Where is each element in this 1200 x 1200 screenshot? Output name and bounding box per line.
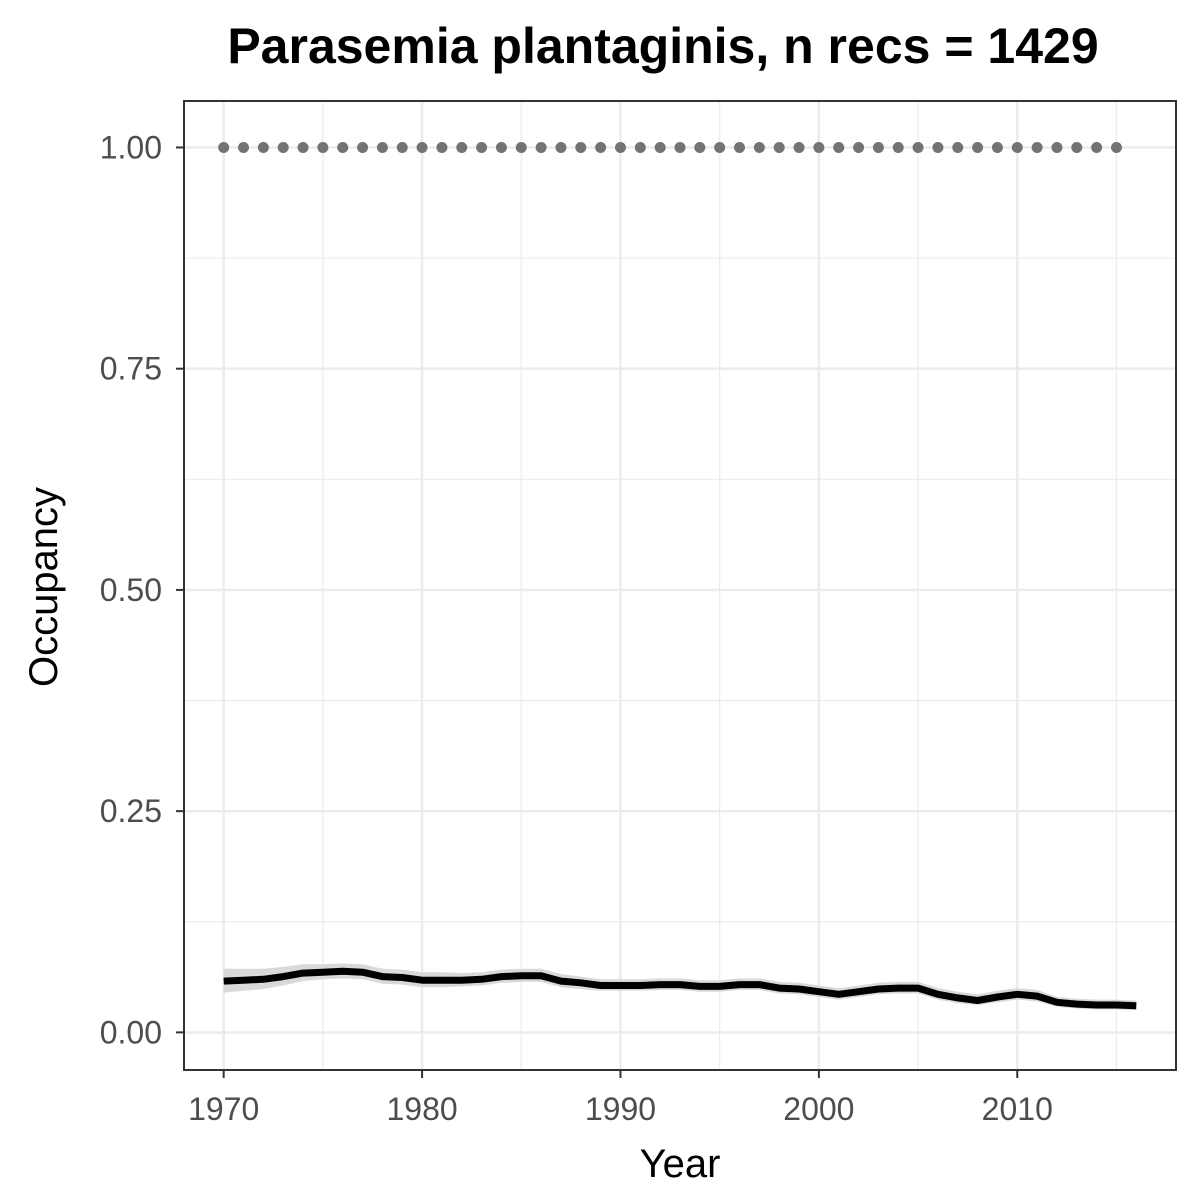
reference-point [793, 141, 805, 153]
reference-point [595, 141, 607, 153]
reference-point [634, 141, 646, 153]
reference-point [476, 141, 488, 153]
x-axis: 1970 1980 1990 2000 2010 [188, 1070, 1053, 1127]
reference-point [1031, 141, 1043, 153]
reference-point [436, 141, 448, 153]
x-tick-label: 1980 [386, 1091, 457, 1127]
reference-point [1110, 141, 1122, 153]
y-axis: 0.00 0.25 0.50 0.75 1.00 [100, 129, 184, 1050]
occupancy-line-layer [223, 967, 1137, 1010]
reference-point [813, 141, 825, 153]
y-axis-title: Occupancy [22, 487, 66, 687]
y-tick-label: 0.25 [100, 793, 162, 829]
reference-point [317, 141, 329, 153]
reference-point [932, 141, 944, 153]
reference-point [734, 141, 746, 153]
reference-point [456, 141, 468, 153]
y-tick-label: 0.00 [100, 1014, 162, 1050]
reference-point [376, 141, 388, 153]
reference-point [972, 141, 984, 153]
reference-point [396, 141, 408, 153]
reference-point [1051, 141, 1063, 153]
reference-point [535, 141, 547, 153]
reference-point [654, 141, 666, 153]
x-tick-label: 1970 [188, 1091, 259, 1127]
reference-point [357, 141, 369, 153]
x-tick-label: 2010 [982, 1091, 1053, 1127]
reference-point [773, 141, 785, 153]
reference-point [714, 141, 726, 153]
reference-point [416, 141, 428, 153]
reference-point [297, 141, 309, 153]
chart-title: Parasemia plantaginis, n recs = 1429 [227, 18, 1098, 74]
reference-point [1011, 141, 1023, 153]
minor-gridlines [184, 101, 1176, 1070]
reference-point [853, 141, 865, 153]
panel-border [183, 100, 1177, 1071]
reference-point [555, 141, 567, 153]
x-axis-title: Year [640, 1142, 721, 1186]
reference-point [991, 141, 1003, 153]
reference-point [337, 141, 349, 153]
y-tick-label: 0.75 [100, 351, 162, 387]
x-tick-label: 1990 [585, 1091, 656, 1127]
reference-point [277, 141, 289, 153]
reference-point [614, 141, 626, 153]
reference-point [674, 141, 686, 153]
reference-point [575, 141, 587, 153]
reference-point [753, 141, 765, 153]
reference-point [1071, 141, 1083, 153]
reference-point [912, 141, 924, 153]
y-tick-label: 1.00 [100, 129, 162, 165]
reference-point [872, 141, 884, 153]
major-gridlines [184, 101, 1176, 1070]
reference-point [515, 141, 527, 153]
reference-point [1091, 141, 1103, 153]
reference-point [892, 141, 904, 153]
y-tick-label: 0.50 [100, 572, 162, 608]
reference-point [952, 141, 964, 153]
reference-point [833, 141, 845, 153]
reference-point [694, 141, 706, 153]
reference-dots-layer [218, 141, 1122, 153]
x-tick-label: 2000 [783, 1091, 854, 1127]
occupancy-line [223, 967, 1137, 1010]
reference-point [218, 141, 230, 153]
reference-point [238, 141, 250, 153]
reference-point [257, 141, 269, 153]
reference-point [495, 141, 507, 153]
